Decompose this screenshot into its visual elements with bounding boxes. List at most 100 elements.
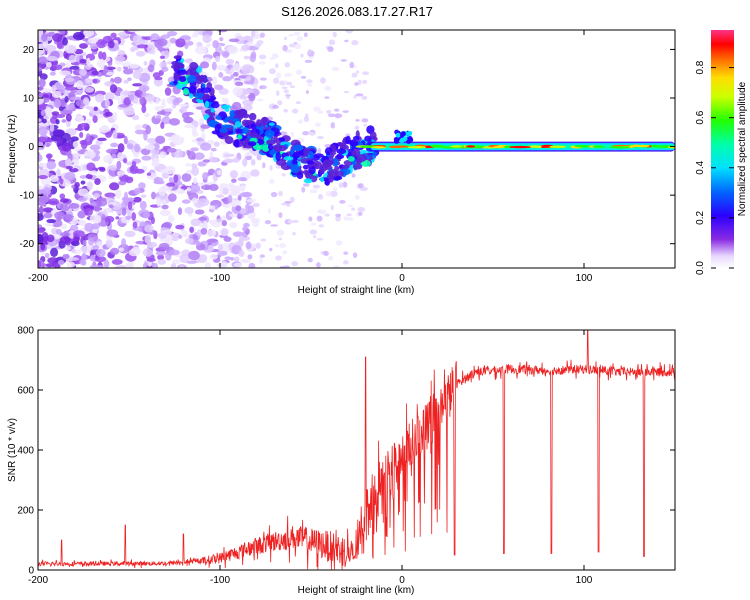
spectrogram-noise-blob xyxy=(138,182,146,190)
carrier-band-peak xyxy=(592,145,604,148)
spectrogram-noise-blob xyxy=(65,246,72,251)
spectrogram-noise-blob xyxy=(252,202,260,208)
spectrogram-noise-blob xyxy=(278,237,283,241)
spectrogram-noise-blob xyxy=(111,259,123,265)
spectrogram-noise-blob xyxy=(320,77,326,84)
spectrogram-noise-blob xyxy=(98,126,110,134)
spectrogram-noise-blob xyxy=(175,224,185,230)
spectrogram-noise-blob xyxy=(200,124,211,129)
spectrogram-noise-blob xyxy=(238,250,245,258)
spectrogram-noise-blob xyxy=(270,224,279,227)
spectrogram-noise-blob xyxy=(241,191,253,198)
spectrogram-noise-blob xyxy=(54,98,61,109)
spectrogram-noise-blob xyxy=(175,38,186,48)
spectrogram-noise-blob xyxy=(95,248,106,258)
spectrogram-noise-blob xyxy=(303,32,308,38)
spectrogram-signal-blob xyxy=(400,131,406,137)
spectrogram-noise-blob xyxy=(218,71,224,78)
spectrogram-noise-blob xyxy=(194,209,205,215)
spectrogram-noise-blob xyxy=(314,122,322,127)
spectrogram-noise-blob xyxy=(342,181,348,188)
spectrogram-noise-blob xyxy=(275,90,280,96)
spectrogram-noise-blob xyxy=(55,113,66,119)
spectrogram-noise-blob xyxy=(188,184,201,193)
spectrogram-noise-blob xyxy=(173,174,179,183)
spectrogram-noise-blob xyxy=(38,152,41,162)
spectrogram-noise-blob xyxy=(121,238,127,248)
spectrogram-noise-blob xyxy=(155,115,162,119)
spectrogram-signal-blob xyxy=(255,119,263,127)
spectrogram-signal-blob xyxy=(219,127,228,133)
spectrogram-noise-blob xyxy=(343,216,348,221)
spectrogram-signal-blob xyxy=(407,130,413,136)
spectrogram-noise-blob xyxy=(259,254,266,258)
spectrogram-noise-blob xyxy=(43,207,54,213)
spectrogram-noise-blob xyxy=(41,88,52,94)
spectrogram-noise-blob xyxy=(262,162,266,169)
spectrogram-noise-blob xyxy=(256,154,262,161)
spectrogram-noise-blob xyxy=(255,242,261,249)
spectrogram-noise-blob xyxy=(354,194,360,200)
spectrogram-noise-blob xyxy=(122,157,128,164)
spectrogram-noise-blob xyxy=(324,85,332,91)
spectrogram-noise-blob xyxy=(89,144,101,151)
spectrogram-noise-blob xyxy=(96,59,106,68)
spectrogram-noise-blob xyxy=(68,203,80,209)
spectrogram-noise-blob xyxy=(140,148,151,156)
spectrogram-noise-blob xyxy=(105,239,113,249)
spectrogram-noise-blob xyxy=(191,197,198,204)
spectrogram-noise-blob xyxy=(250,159,256,166)
spectrogram-noise-blob xyxy=(115,216,120,220)
spectrogram-noise-blob xyxy=(150,148,160,155)
spectrogram-signal-blob xyxy=(182,88,190,96)
spectrogram-noise-blob xyxy=(222,159,235,163)
spectrogram-noise-blob xyxy=(241,44,250,51)
spectrogram-noise-blob xyxy=(91,223,101,230)
spectrogram-noise-blob xyxy=(334,113,343,119)
spectrogram-noise-blob xyxy=(164,112,170,118)
spectrogram-noise-blob xyxy=(95,93,105,103)
spectrogram-signal-blob xyxy=(351,151,356,157)
spectrogram-noise-blob xyxy=(269,247,273,252)
spectrogram-noise-blob xyxy=(241,88,254,95)
spectrogram-noise-blob xyxy=(80,180,86,185)
spectrogram-noise-blob xyxy=(38,224,43,229)
spectrogram-noise-blob xyxy=(125,215,132,221)
spectrogram-noise-blob xyxy=(161,116,172,125)
spectrogram-noise-blob xyxy=(202,159,211,163)
spectrogram-noise-blob xyxy=(172,98,180,106)
spectrogram-noise-blob xyxy=(282,44,288,52)
spectrogram-noise-blob xyxy=(80,140,88,150)
spectrogram-noise-blob xyxy=(305,90,309,94)
spectrogram-noise-blob xyxy=(139,96,144,105)
spectrogram-signal-blob xyxy=(340,142,347,150)
spectrogram-noise-blob xyxy=(71,240,80,247)
spectrogram-noise-blob xyxy=(169,249,180,256)
spectrogram-noise-blob xyxy=(318,209,327,215)
spectrogram-noise-blob xyxy=(38,86,44,91)
spectrogram-noise-blob xyxy=(274,244,280,248)
spectrogram-noise-blob xyxy=(76,80,84,90)
spectrogram-signal-blob xyxy=(292,158,298,166)
spectrogram-noise-blob xyxy=(235,205,242,212)
spectrogram-noise-blob xyxy=(252,220,259,228)
spectrogram-noise-blob xyxy=(181,173,192,182)
spectrogram-noise-blob xyxy=(162,229,172,235)
y-tick-label: -10 xyxy=(20,191,35,202)
spectrogram-noise-blob xyxy=(150,216,155,225)
spectrogram-noise-blob xyxy=(197,198,210,207)
spectrogram-noise-blob xyxy=(105,148,118,154)
spectrogram-noise-blob xyxy=(134,129,146,135)
spectrogram-noise-blob xyxy=(302,130,309,136)
spectrogram-noise-blob xyxy=(308,216,313,222)
spectrogram-noise-blob xyxy=(290,131,295,137)
spectrogram-signal-blob xyxy=(193,92,204,99)
spectrogram-noise-blob xyxy=(47,257,59,264)
spectrogram-noise-blob xyxy=(248,92,256,102)
spectrogram-noise-blob xyxy=(343,90,350,94)
spectrogram-noise-blob xyxy=(130,46,136,52)
spectrogram-noise-blob xyxy=(109,84,118,93)
spectrogram-noise-blob xyxy=(288,33,295,37)
spectrogram-noise-blob xyxy=(192,177,198,185)
spectrogram-noise-blob xyxy=(38,96,44,105)
